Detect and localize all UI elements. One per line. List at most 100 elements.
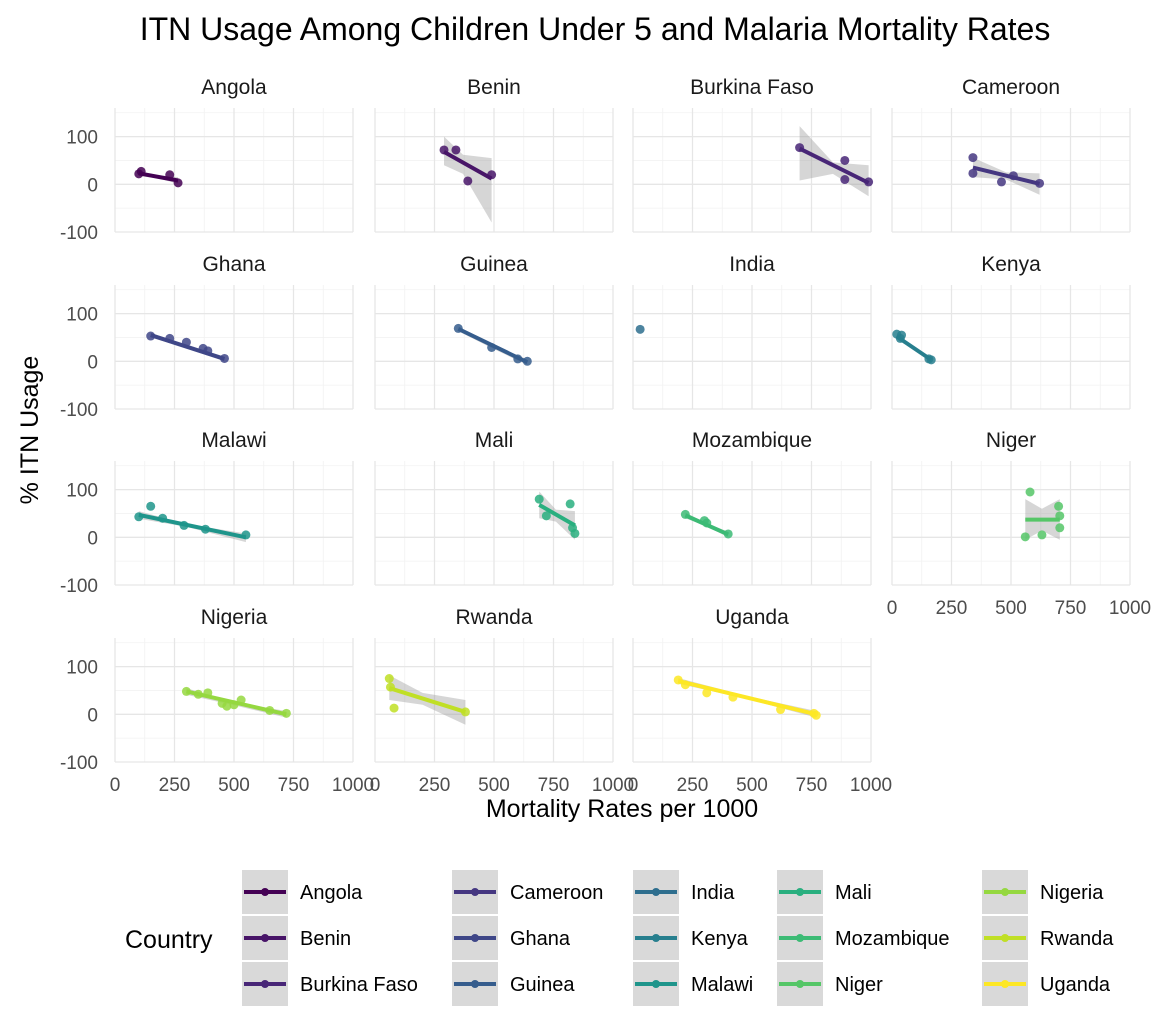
data-point	[811, 710, 821, 720]
strip-label: Niger	[986, 429, 1036, 452]
strip-label: India	[729, 253, 775, 276]
y-axis-title: % ITN Usage	[16, 356, 44, 505]
legend-item-angola: Angola	[242, 870, 363, 914]
data-point	[203, 346, 213, 356]
data-point	[728, 692, 738, 702]
data-point	[1054, 501, 1064, 511]
data-point	[702, 688, 712, 698]
data-point	[513, 354, 523, 364]
legend-item-kenya: Kenya	[633, 916, 749, 960]
data-point	[1055, 511, 1065, 521]
legend-item-mozambique: Mozambique	[777, 916, 950, 960]
legend-item-nigeria: Nigeria	[982, 870, 1104, 914]
data-point	[1008, 171, 1018, 181]
data-point	[926, 355, 936, 365]
fit-line	[138, 171, 179, 183]
legend-label: Niger	[835, 974, 883, 996]
data-point	[181, 337, 191, 347]
legend-item-benin: Benin	[242, 916, 351, 960]
fit-line	[972, 165, 1041, 186]
legend-item-guinea: Guinea	[452, 962, 575, 1006]
legend-key-point	[796, 888, 804, 896]
panel-ghana: Ghana 100 0 -100	[60, 253, 354, 421]
strip-label: Mozambique	[692, 429, 812, 452]
x-tick-label: 500	[736, 775, 768, 796]
legend-item-uganda: Uganda	[982, 962, 1111, 1006]
panel-kenya: Kenya	[891, 253, 1131, 410]
x-tick-label: 750	[278, 775, 310, 796]
confidence-band	[799, 126, 869, 197]
data-point	[840, 175, 850, 185]
data-point	[158, 513, 168, 523]
panel-burkina-faso: Burkina Faso	[632, 76, 874, 233]
x-tick-label: 0	[110, 775, 121, 796]
panel-benin: Benin	[374, 76, 614, 233]
y-tick-label: 100	[66, 481, 98, 502]
strip-label: Rwanda	[455, 606, 532, 629]
data-point	[702, 518, 712, 528]
data-point	[487, 170, 497, 180]
x-tick-label: 250	[419, 775, 451, 796]
panel-india: India	[632, 253, 872, 410]
legend-item-malawi: Malawi	[633, 962, 753, 1006]
data-point	[219, 353, 229, 363]
strip-label: Nigeria	[201, 606, 268, 629]
legend-key-point	[796, 980, 804, 988]
data-point	[968, 153, 978, 163]
legend-key-point	[471, 888, 479, 896]
panel-niger: Niger 0 250 500 750 1000	[887, 429, 1151, 619]
legend-item-mali: Mali	[777, 870, 872, 914]
legend-key-point	[1001, 980, 1009, 988]
legend-key-point	[261, 980, 269, 988]
legend-key-point	[471, 980, 479, 988]
legend-key-point	[652, 980, 660, 988]
data-point	[281, 708, 291, 718]
strip-label: Guinea	[460, 253, 528, 276]
data-point	[522, 356, 532, 366]
data-point	[236, 695, 246, 705]
data-point	[840, 155, 850, 165]
legend-label: Malawi	[691, 974, 753, 996]
data-point	[134, 512, 144, 522]
legend-label: Nigeria	[1040, 882, 1104, 904]
x-tick-label: 250	[936, 598, 968, 619]
strip-label: Malawi	[201, 429, 266, 452]
legend-label: Guinea	[510, 974, 575, 996]
data-point	[897, 330, 907, 340]
data-point	[453, 323, 463, 333]
legend-key-point	[261, 934, 269, 942]
fit-line	[443, 150, 493, 181]
x-tick-label: 0	[370, 775, 381, 796]
y-tick-label: -100	[60, 223, 98, 244]
x-tick-label: 1000	[592, 775, 634, 796]
data-point	[534, 494, 544, 504]
strip-label: Angola	[201, 76, 267, 99]
panel-guinea: Guinea	[374, 253, 614, 410]
data-point	[179, 520, 189, 530]
x-tick-label: 250	[159, 775, 191, 796]
data-point	[1037, 530, 1047, 540]
strip-label: Uganda	[715, 606, 789, 629]
legend-key-point	[796, 934, 804, 942]
data-point	[165, 333, 175, 343]
legend-item-niger: Niger	[777, 962, 883, 1006]
legend-label: Cameroon	[510, 882, 603, 904]
y-tick-label: 0	[87, 352, 98, 373]
fit-line	[538, 503, 576, 528]
data-point	[389, 703, 399, 713]
x-tick-label: 250	[677, 775, 709, 796]
data-point	[181, 686, 191, 696]
data-point	[1055, 523, 1065, 533]
data-point	[146, 501, 156, 511]
data-point	[996, 177, 1006, 187]
panel-malawi: Malawi 100 0 -100	[60, 429, 354, 597]
data-point	[463, 176, 473, 186]
fit-line	[138, 512, 247, 540]
data-point	[1035, 178, 1045, 188]
x-tick-label: 0	[887, 598, 898, 619]
data-point	[385, 682, 395, 692]
data-point	[451, 145, 461, 155]
